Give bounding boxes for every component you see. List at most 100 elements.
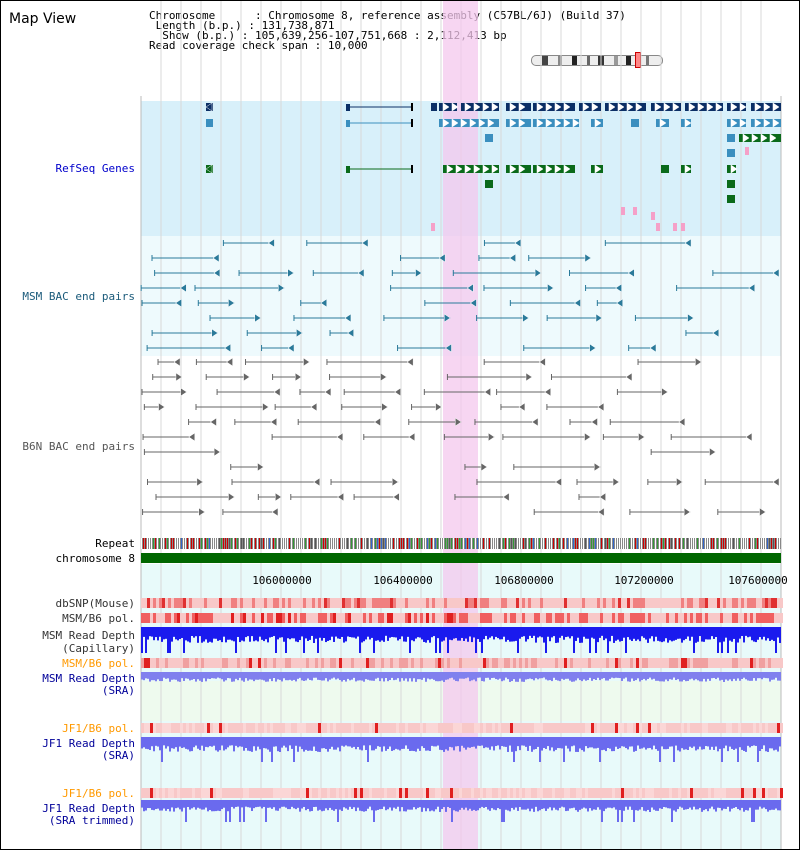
heatmap-cell (714, 723, 717, 733)
refseq-features[interactable] (205, 102, 781, 231)
depth-bar (289, 672, 291, 680)
depth-bar (589, 672, 591, 678)
depth-bar (705, 737, 707, 747)
bac-pair-arrow (469, 298, 477, 308)
depth-bar (347, 737, 349, 747)
jf1-pol-label[interactable]: JF1/B6 pol. (62, 722, 135, 735)
depth-bar (697, 800, 699, 810)
repeat-element (585, 538, 586, 549)
depth-bar (679, 672, 681, 682)
depth-bar (427, 800, 429, 809)
bac-pair-arrow (455, 417, 462, 427)
jf1-pol-trim-label[interactable]: JF1/B6 pol. (62, 787, 135, 800)
depth-bar (669, 672, 671, 680)
heatmap-cell (156, 723, 159, 733)
repeat-element (297, 538, 298, 549)
heatmap-cell (423, 613, 426, 623)
depth-bar (143, 800, 145, 812)
heatmap-cell (153, 658, 156, 668)
heatmap-cell (174, 788, 177, 798)
heatmap-cell (261, 658, 264, 668)
depth-bar (603, 737, 605, 750)
jf1-depth-sra-label[interactable]: JF1 Read Depth (42, 737, 135, 750)
heatmap-cell (195, 658, 198, 668)
depth-bar (591, 627, 593, 638)
heatmap-cell (192, 598, 195, 608)
heatmap-cell (351, 613, 354, 623)
msm-depth-cap-label[interactable]: MSM Read Depth (42, 629, 135, 642)
msm-pol-sra-label[interactable]: MSM/B6 pol. (62, 657, 135, 670)
heatmap-cell (603, 598, 606, 608)
heatmap-cell (348, 788, 351, 798)
variation-depth-tracks[interactable] (141, 598, 783, 822)
heatmap-cell (765, 598, 768, 608)
depth-bar (429, 627, 431, 643)
repeat-element (449, 538, 450, 549)
msm-bac-features[interactable] (140, 238, 780, 353)
heatmap-cell (546, 723, 549, 733)
repeat-element (677, 538, 678, 549)
repeat-element (467, 538, 468, 549)
b6n-bac-features[interactable] (141, 357, 780, 517)
depth-bar (757, 627, 759, 640)
repeat-label[interactable]: Repeat (95, 537, 135, 550)
heatmap-cell (465, 658, 468, 668)
bac-pair-arrow (597, 507, 605, 517)
repeat-track[interactable] (141, 538, 781, 549)
heatmap-cell (402, 658, 405, 668)
heatmap-cell (702, 613, 705, 623)
heatmap-cell (297, 788, 300, 798)
dbsnp-label[interactable]: dbSNP(Mouse) (56, 597, 135, 610)
depth-bar (559, 672, 561, 682)
heatmap-cell (264, 723, 267, 733)
depth-bar (651, 737, 653, 750)
repeat-element (595, 538, 596, 549)
bac-pair-arrow (584, 432, 591, 442)
depth-bar (437, 737, 439, 746)
depth-bar (705, 627, 707, 640)
depth-bar (225, 800, 227, 822)
heatmap-cell (348, 598, 351, 608)
heatmap-cell (288, 788, 291, 798)
depth-bar (709, 800, 711, 809)
depth-bar (229, 737, 231, 746)
depth-bar (451, 627, 453, 641)
heatmap-cell (297, 598, 300, 608)
depth-bar (765, 627, 767, 641)
depth-bar (573, 800, 575, 808)
refseq-strand-arrow (754, 102, 762, 112)
depth-bar (497, 800, 499, 809)
heatmap-cell (528, 723, 531, 733)
highlight-region[interactable] (443, 1, 478, 849)
chromosome-label[interactable]: chromosome 8 (56, 552, 135, 565)
bac-pair-arrow (616, 298, 623, 308)
heatmap-cell (672, 598, 675, 608)
heatmap-cell (402, 723, 405, 733)
repeat-element (735, 538, 736, 549)
b6n-bac-label[interactable]: B6N BAC end pairs (22, 440, 135, 453)
depth-bar (773, 627, 775, 642)
chromosome-bar[interactable] (141, 553, 781, 563)
msm-pol-label[interactable]: MSM/B6 pol. (62, 612, 135, 625)
refseq-label[interactable]: RefSeq Genes (56, 162, 135, 175)
depth-bar (665, 800, 667, 808)
depth-bar (629, 672, 631, 682)
repeat-element (271, 538, 272, 549)
depth-bar (589, 737, 591, 748)
repeat-element (453, 538, 454, 549)
heatmap-cell (759, 723, 762, 733)
depth-bar (419, 672, 421, 680)
heatmap-cell (537, 658, 540, 668)
heatmap-cell (777, 613, 780, 623)
depth-bar (213, 737, 215, 746)
refseq-strand-arrow (491, 164, 499, 174)
depth-bar (719, 800, 721, 808)
depth-bar (267, 672, 269, 682)
jf1-depth-trim-label[interactable]: JF1 Read Depth (42, 802, 135, 815)
heatmap-cell (141, 598, 144, 608)
depth-bar (561, 737, 563, 749)
msm-depth-sra-label[interactable]: MSM Read Depth (42, 672, 135, 685)
msm-bac-label[interactable]: MSM BAC end pairs (22, 290, 135, 303)
depth-bar (481, 737, 483, 746)
